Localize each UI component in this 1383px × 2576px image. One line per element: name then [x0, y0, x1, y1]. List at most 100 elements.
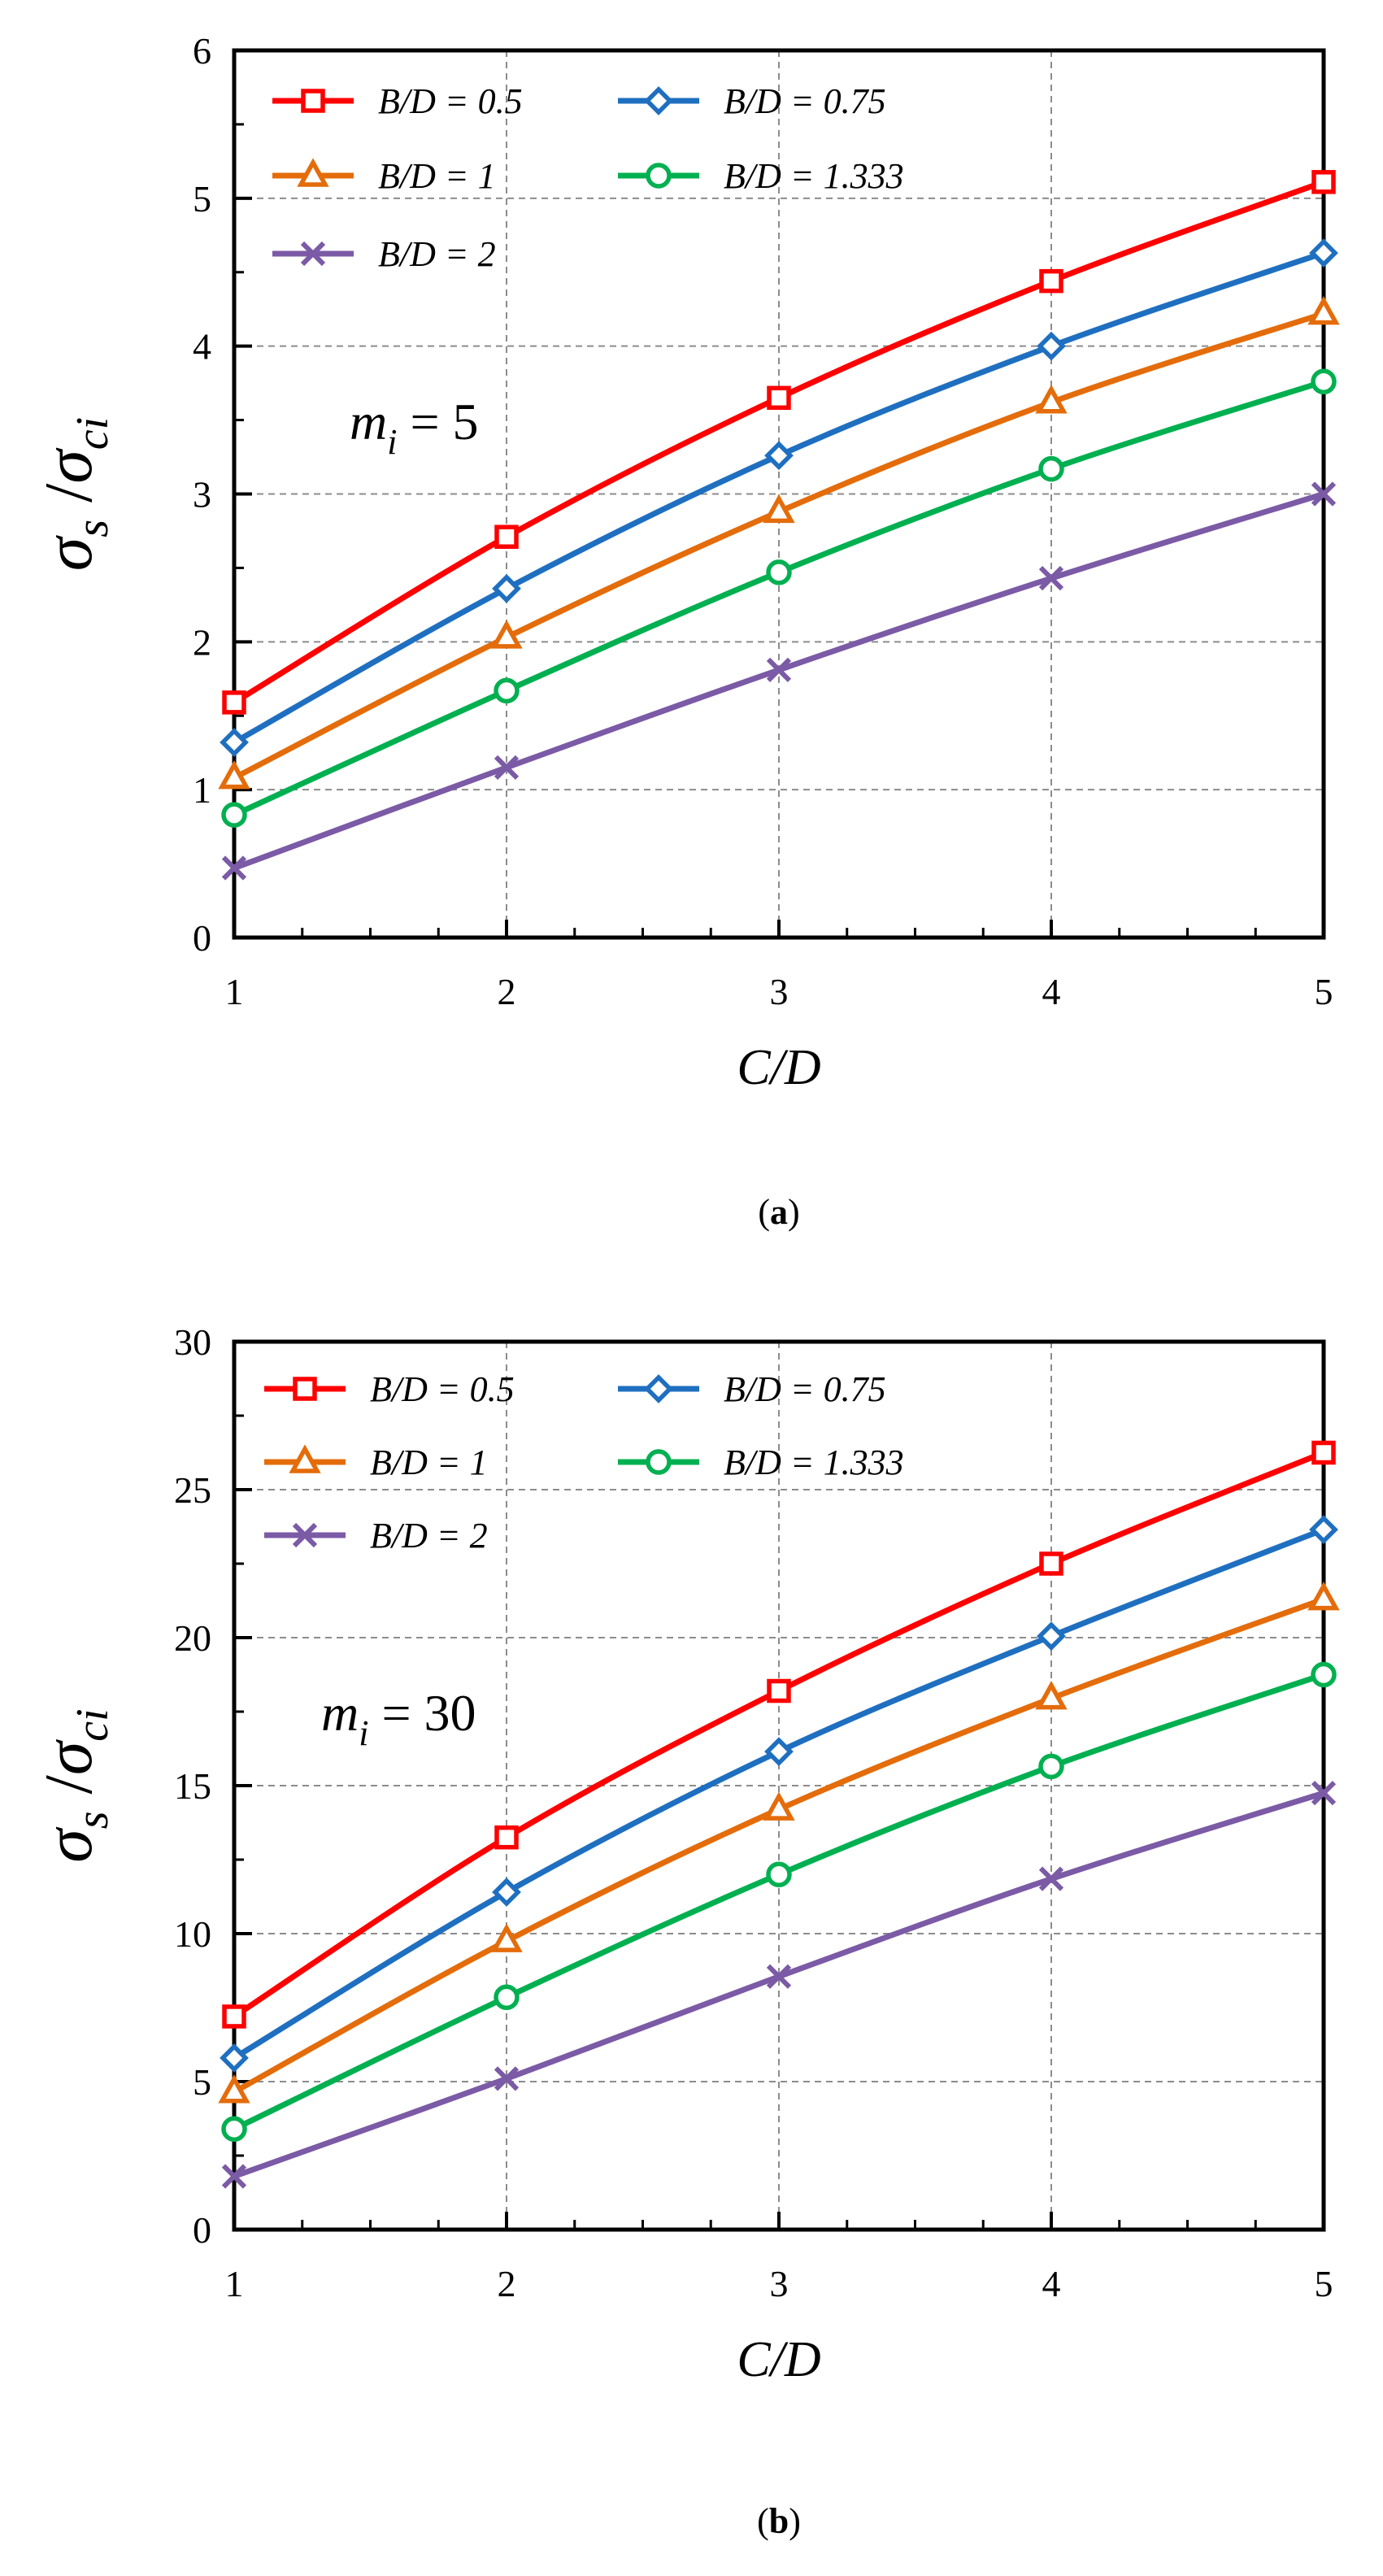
legend-item-b-d-0-75: B/D = 0.75 [618, 81, 886, 121]
y-tick-label-4: 4 [193, 326, 211, 368]
caption: (a) [758, 1192, 799, 1232]
legend-item-b-d-0-75: B/D = 0.75 [618, 1369, 886, 1409]
x-tick-label-4: 4 [1042, 971, 1061, 1012]
y-tick-label-2: 2 [193, 621, 211, 663]
data-point-b-d-1-x2 [490, 1923, 523, 1952]
x-tick-label-3: 3 [770, 2263, 789, 2304]
data-point-b-d-1-333-x2 [494, 1984, 520, 2011]
axis-ticks [233, 49, 1325, 939]
data-point-b-d-2-x1 [221, 2164, 247, 2189]
legend: B/D = 0.5 B/D = 0.75 B/D = 1 B/D = 1.333 B/D… [272, 81, 904, 274]
data-point-b-d-0-75-x5 [1309, 238, 1338, 268]
data-point-b-d-0-75-x4 [1037, 331, 1066, 361]
data-point-b-d-2-x4 [1038, 566, 1064, 591]
y-tick-label-30: 30 [174, 1321, 211, 1363]
y-title-sigma: σ [31, 1826, 107, 1863]
legend-marker [644, 1374, 673, 1403]
data-point-b-d-0-5-x5 [1311, 170, 1336, 194]
data-point-b-d-0-75-x2 [492, 573, 521, 603]
data-point-b-d-0-75-x3 [764, 1737, 794, 1767]
data-point-b-d-1-x4 [1035, 1680, 1068, 1710]
x-tick-label-3: 3 [770, 971, 789, 1012]
legend-item-b-d-0-5: B/D = 0.5 [272, 81, 523, 121]
legend: B/D = 0.5 B/D = 0.75 B/D = 1 B/D = 1.333 B/D… [264, 1369, 904, 1556]
data-point-b-d-2-x3 [766, 1964, 792, 1989]
caption: (b) [757, 2501, 801, 2541]
y-tick-label-15: 15 [174, 1765, 211, 1807]
x-tick-label-2: 2 [498, 2263, 516, 2304]
data-point-b-d-2-x2 [494, 2066, 520, 2091]
data-point-b-d-2-x1 [221, 855, 247, 881]
data-point-b-d-1-333-x5 [1311, 368, 1337, 395]
legend-marker [300, 241, 326, 267]
data-point-b-d-1-333-x3 [766, 559, 792, 585]
legend-label: B/D = 0.5 [370, 1369, 515, 1409]
annotation-m: m [321, 1684, 359, 1742]
y-tick-label-3: 3 [193, 474, 211, 516]
y-title-sub-ci: ci [67, 1708, 118, 1741]
y-title-slash: / [31, 1774, 107, 1811]
legend-item-b-d-0-5: B/D = 0.5 [264, 1369, 515, 1409]
y-tick-label-5: 5 [193, 178, 211, 220]
legend-item-b-d-1: B/D = 1 [264, 1442, 488, 1482]
caption-letter: a [770, 1192, 788, 1232]
data-point-b-d-0-75-x1 [220, 728, 249, 757]
data-point-b-d-0-75-x3 [764, 441, 794, 471]
data-point-b-d-0-5-x4 [1039, 268, 1063, 294]
caption-open: ( [757, 2501, 769, 2541]
legend-item-b-d-1: B/D = 1 [272, 156, 496, 196]
data-point-b-d-1-333-x4 [1038, 1753, 1064, 1780]
y-title-slash: / [31, 483, 107, 520]
legend-label: B/D = 0.5 [378, 81, 523, 121]
y-axis-title: σs /σci [31, 1708, 118, 1862]
x-axis-title: C/D [737, 1040, 820, 1095]
series-b-d-2 [221, 481, 1337, 881]
legend-label: B/D = 2 [378, 234, 496, 274]
series-b-d-0-5 [222, 1440, 1336, 2029]
data-point-b-d-2-x5 [1311, 1780, 1337, 1806]
annotation-sub: i [359, 1713, 368, 1753]
series-b-d-1-333 [221, 368, 1337, 828]
series-b-d-0-75 [220, 1515, 1338, 2073]
y-title-sub-s: s [67, 1811, 118, 1829]
data-point-b-d-1-333-x5 [1311, 1661, 1337, 1688]
y-title-sub-s: s [67, 520, 118, 537]
y-tick-label-0: 0 [193, 2209, 211, 2251]
data-point-b-d-1-333-x1 [221, 802, 247, 828]
y-tick-label-5: 5 [193, 2061, 211, 2103]
annotation-mi: mi = 30 [321, 1684, 476, 1753]
caption-close: ) [788, 1192, 800, 1232]
legend-label: B/D = 2 [370, 1516, 488, 1556]
data-point-b-d-0-75-x5 [1309, 1515, 1338, 1545]
data-point-b-d-1-x5 [1307, 296, 1340, 325]
data-point-b-d-1-333-x3 [766, 1861, 792, 1887]
y-title-sub-ci: ci [67, 417, 118, 450]
legend-marker [644, 86, 673, 115]
legend-marker [293, 1377, 317, 1401]
legend-label: B/D = 1 [378, 156, 496, 196]
data-point-b-d-2-x3 [766, 657, 792, 683]
x-tick-label-2: 2 [498, 971, 516, 1012]
data-point-b-d-0-5-x3 [767, 1678, 791, 1704]
data-point-b-d-1-x1 [218, 759, 250, 790]
data-point-b-d-2-x5 [1311, 481, 1337, 507]
data-point-b-d-0-5-x3 [767, 385, 791, 411]
y-title-sigma2: σ [31, 1738, 107, 1775]
y-tick-label-6: 6 [193, 30, 211, 72]
series-b-d-1-333 [221, 1661, 1337, 2142]
data-point-b-d-0-5-x5 [1311, 1440, 1336, 1465]
legend-item-b-d-1-333: B/D = 1.333 [618, 1442, 904, 1482]
legend-item-b-d-1-333: B/D = 1.333 [618, 156, 904, 196]
data-point-b-d-1-x1 [218, 2074, 250, 2104]
data-point-b-d-1-x3 [763, 1791, 795, 1821]
legend-item-b-d-2: B/D = 2 [264, 1516, 488, 1556]
x-axis-title: C/D [737, 2332, 820, 2387]
caption-close: ) [789, 2501, 801, 2541]
data-point-b-d-0-75-x4 [1037, 1621, 1066, 1651]
data-point-b-d-0-5-x1 [222, 690, 246, 715]
annotation-value: = 5 [397, 393, 478, 450]
y-tick-label-1: 1 [193, 769, 211, 811]
